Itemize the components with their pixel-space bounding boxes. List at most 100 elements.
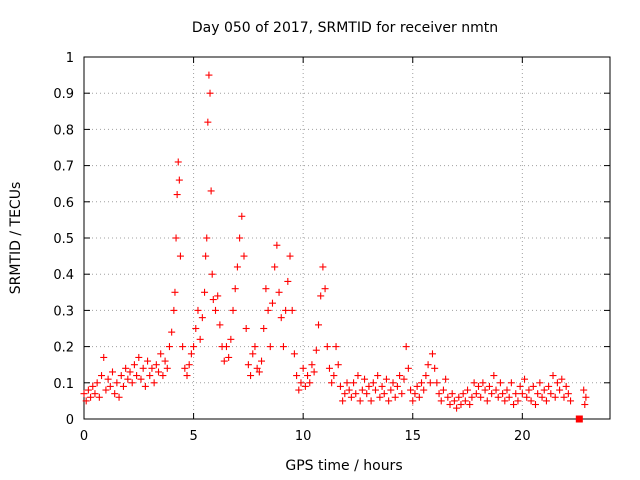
data-point <box>501 397 509 405</box>
data-point <box>490 372 498 380</box>
y-tick-label: 0.9 <box>53 87 74 102</box>
data-point <box>448 390 456 398</box>
data-point <box>279 343 287 351</box>
data-point <box>529 382 537 390</box>
data-point <box>152 361 160 369</box>
plot-frame <box>83 56 611 420</box>
data-point <box>339 397 347 405</box>
data-point <box>179 343 187 351</box>
data-point <box>130 361 138 369</box>
data-point <box>437 397 445 405</box>
data-point <box>512 390 520 398</box>
data-point <box>499 390 507 398</box>
data-point <box>347 393 355 401</box>
data-point <box>336 382 344 390</box>
data-point <box>202 252 210 260</box>
data-point <box>580 386 588 394</box>
data-point <box>128 379 136 387</box>
data-point <box>205 71 213 79</box>
x-tick-label: 10 <box>295 429 312 444</box>
data-point <box>203 234 211 242</box>
data-point <box>194 306 202 314</box>
data-point <box>312 346 320 354</box>
data-point <box>260 325 268 332</box>
data-point <box>229 306 237 314</box>
data-point <box>450 397 458 405</box>
y-tick-label: 0.1 <box>53 377 74 392</box>
data-point <box>315 321 323 329</box>
data-point <box>400 375 408 383</box>
data-point <box>214 292 222 300</box>
y-axis-label: SRMTID / TECUs <box>8 182 24 295</box>
data-point <box>402 343 410 351</box>
data-point <box>542 397 550 405</box>
data-point <box>133 372 141 380</box>
data-point <box>496 379 504 387</box>
data-point <box>295 386 303 394</box>
data-point <box>233 263 241 271</box>
data-point <box>244 361 252 369</box>
data-point <box>477 393 485 401</box>
data-point <box>185 361 193 369</box>
data-point <box>93 379 101 387</box>
y-tick-label: 0 <box>66 413 74 428</box>
data-point <box>144 357 152 365</box>
data-point <box>174 158 182 166</box>
data-point <box>95 393 103 401</box>
data-point <box>435 390 443 398</box>
data-point <box>284 277 292 285</box>
data-point <box>161 357 169 365</box>
data-point <box>317 292 325 300</box>
data-point <box>514 397 522 405</box>
data-point <box>567 397 575 405</box>
data-point <box>155 368 163 376</box>
data-point <box>84 386 92 394</box>
data-point <box>523 393 531 401</box>
data-point <box>220 357 228 365</box>
data-point <box>358 386 366 394</box>
data-point <box>442 375 450 383</box>
x-tick-label: 5 <box>189 429 197 444</box>
data-point <box>420 386 428 394</box>
data-point <box>216 321 224 329</box>
data-point <box>208 270 216 278</box>
data-point <box>505 393 513 401</box>
data-point <box>242 325 250 332</box>
data-point <box>173 191 181 199</box>
data-point <box>564 390 572 398</box>
data-point <box>551 393 559 401</box>
y-tick-label: 0.2 <box>53 341 74 356</box>
data-point <box>206 89 214 97</box>
data-point <box>258 357 266 365</box>
data-point <box>255 368 263 376</box>
y-tick-label: 0.3 <box>53 304 74 319</box>
data-point <box>275 288 283 296</box>
data-point <box>150 379 158 387</box>
data-point <box>365 382 373 390</box>
data-point <box>277 314 285 322</box>
data-point <box>468 393 476 401</box>
data-point <box>183 372 191 380</box>
data-point <box>503 386 511 394</box>
data-point <box>350 379 358 387</box>
data-point <box>262 285 270 293</box>
data-point <box>540 386 548 394</box>
data-point <box>168 328 176 336</box>
data-point <box>288 306 296 314</box>
data-point <box>325 364 333 372</box>
data-point <box>196 335 204 343</box>
y-tick-label: 1 <box>66 51 74 66</box>
data-point <box>89 382 97 390</box>
data-point <box>470 379 478 387</box>
data-point <box>354 372 362 380</box>
data-point <box>439 386 447 394</box>
data-point <box>396 372 404 380</box>
data-point <box>444 393 452 401</box>
data-point <box>483 397 491 405</box>
data-point <box>361 375 369 383</box>
data-point <box>398 390 406 398</box>
data-point <box>304 372 312 380</box>
data-point <box>382 375 390 383</box>
data-point <box>330 372 338 380</box>
data-point <box>485 382 493 390</box>
